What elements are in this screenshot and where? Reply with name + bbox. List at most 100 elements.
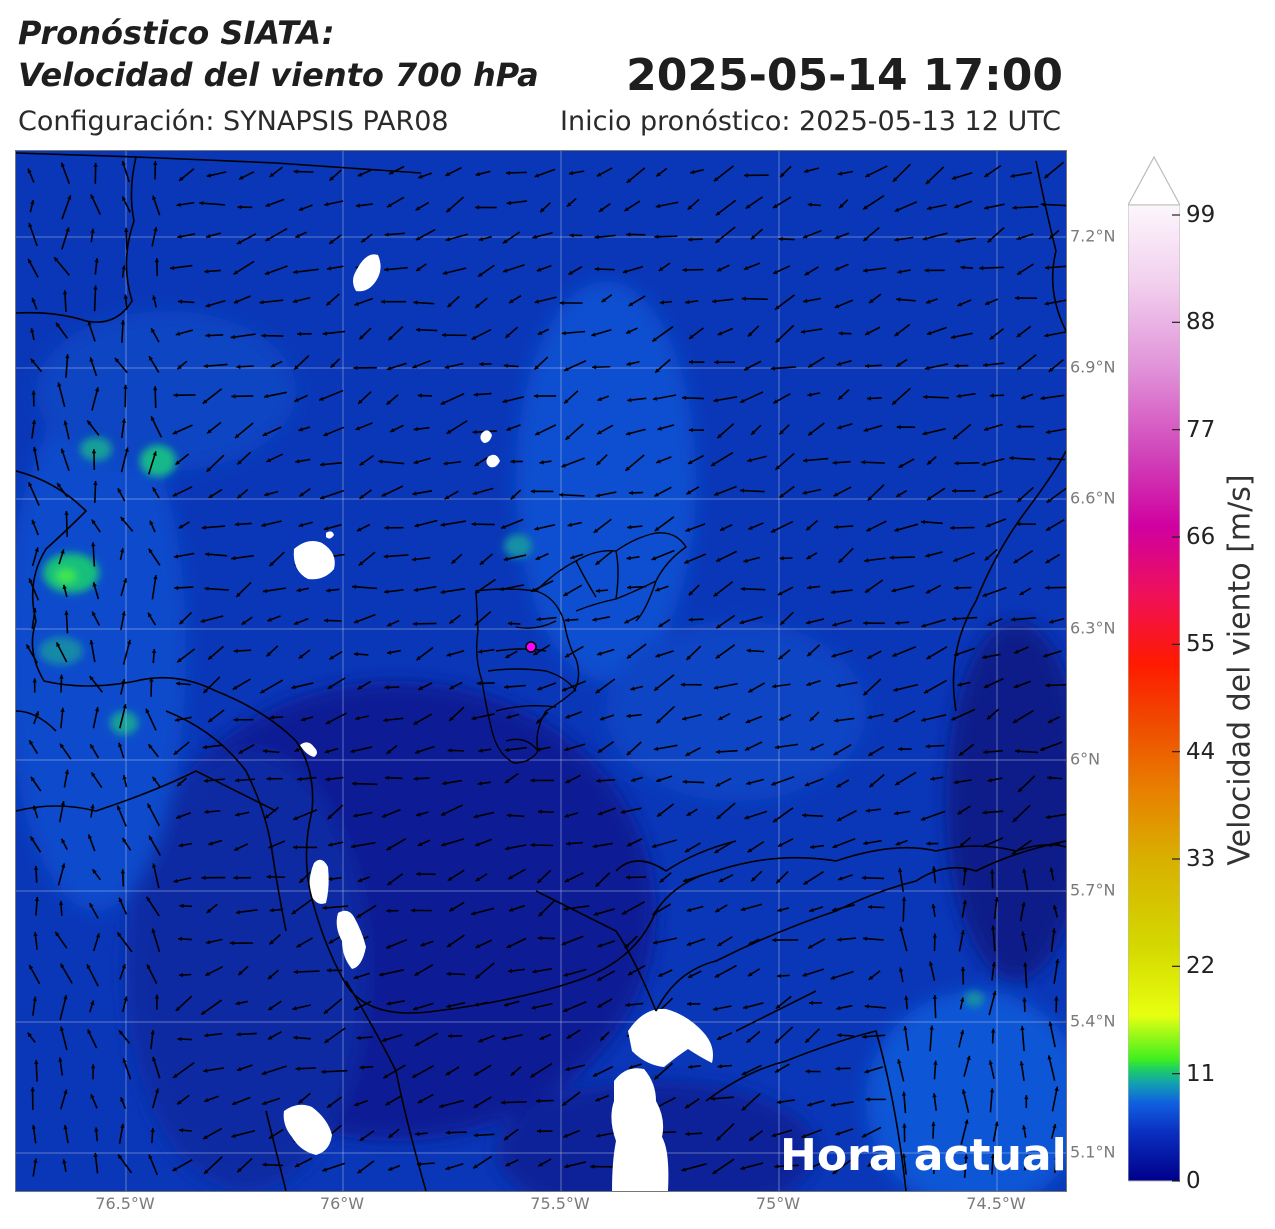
colorbar-extend-arrow (1128, 155, 1180, 206)
wind-arrow (31, 297, 38, 310)
wind-arrow (385, 1095, 402, 1106)
wind-arrow (1016, 325, 1032, 338)
wind-arrow (659, 872, 672, 884)
wind-arrow (986, 227, 1005, 243)
wind-arrow (837, 937, 856, 942)
wind-arrow (360, 233, 373, 243)
wind-arrow (472, 487, 494, 496)
wind-arrow (385, 938, 408, 949)
wind-arrow (621, 901, 645, 915)
wind-arrow (901, 1153, 908, 1175)
wind-arrow (420, 940, 434, 947)
wind-arrow (91, 611, 101, 626)
wind-arrow (802, 813, 824, 818)
wind-arrow (1039, 741, 1063, 752)
wind-arrow (624, 454, 645, 472)
wind-arrow (384, 525, 404, 531)
wind-arrow (172, 1159, 193, 1172)
wind-arrow (714, 904, 728, 913)
wind-arrow (744, 810, 768, 820)
wind-arrow (925, 744, 945, 749)
wind-arrow (507, 868, 526, 880)
wind-arrow (595, 678, 616, 694)
wind-arrow (961, 899, 967, 918)
wind-arrow (688, 584, 700, 596)
wind-arrow (982, 653, 1001, 660)
wind-arrow (264, 265, 288, 275)
administrative-boundaries (16, 152, 1066, 1191)
wind-arrow (384, 685, 400, 690)
wind-arrow (991, 925, 996, 952)
wind-arrow (922, 428, 946, 436)
wind-arrow (28, 222, 38, 247)
wind-arrow (658, 262, 671, 272)
wind-arrow (501, 1100, 527, 1105)
wind-arrow (266, 776, 283, 781)
wind-arrow (415, 646, 434, 661)
wind-arrow (145, 708, 157, 731)
current-time-badge: Hora actual (780, 1130, 1067, 1181)
wind-arrow (802, 488, 822, 495)
wind-arrow (327, 677, 346, 690)
wind-arrow (592, 615, 611, 622)
wind-arrow (470, 907, 495, 916)
wind-arrow (93, 480, 98, 503)
wind-arrow (204, 269, 221, 274)
wind-arrow (442, 779, 462, 786)
wind-arrow (984, 298, 999, 306)
wind-arrow (991, 962, 996, 981)
wind-arrow (717, 327, 734, 336)
wind-arrow (90, 1064, 96, 1080)
wind-arrow (298, 521, 313, 528)
wind-arrow (123, 384, 128, 408)
wind-arrow (173, 741, 190, 756)
wind-arrow (958, 743, 975, 757)
wind-arrow (862, 194, 885, 211)
wind-arrow (291, 682, 314, 690)
wind-arrow (592, 1065, 614, 1078)
wind-arrow (330, 358, 341, 369)
wind-arrow (326, 1096, 343, 1109)
wind-arrow (178, 168, 195, 182)
wind-arrow (176, 201, 195, 207)
wind-arrow (1042, 650, 1062, 658)
wind-arrow (93, 1152, 99, 1174)
wind-arrow (743, 360, 762, 371)
wind-arrow (1049, 867, 1055, 881)
wind-arrow (567, 521, 582, 527)
wind-arrow (923, 394, 949, 400)
wind-arrow (1019, 1061, 1025, 1081)
longitude-label: 76°W (319, 1194, 365, 1213)
wind-arrow (27, 168, 35, 183)
latitude-label: 5.7°N (1070, 880, 1116, 900)
wind-arrow (532, 967, 553, 974)
wind-arrow (717, 712, 731, 721)
wind-arrow (237, 204, 253, 210)
wind-arrow (892, 646, 917, 657)
wind-arrow (834, 717, 855, 723)
wind-arrow (175, 811, 191, 819)
wind-arrow (359, 489, 372, 500)
wind-arrow (154, 994, 160, 1010)
wind-arrow (439, 1099, 464, 1108)
wind-arrow (27, 1032, 36, 1043)
wind-arrow (120, 418, 127, 439)
colorbar-tick-label: 44 (1186, 738, 1216, 765)
wind-arrow (231, 394, 254, 399)
wind-arrow (963, 1154, 969, 1178)
wind-arrow (270, 360, 283, 368)
wind-arrow (713, 580, 734, 598)
wind-arrow (1011, 839, 1033, 855)
wind-arrow (837, 389, 850, 401)
wind-arrow (1016, 486, 1034, 503)
wind-arrow (477, 781, 491, 786)
wind-arrow (809, 844, 825, 850)
wind-arrow (207, 645, 224, 661)
wind-arrow (505, 1159, 519, 1167)
wind-arrow (178, 972, 192, 978)
wind-arrow (58, 900, 64, 916)
wind-arrow (715, 614, 736, 629)
wind-arrow (868, 904, 885, 910)
wind-arrow (713, 396, 738, 403)
wind-arrow (148, 548, 161, 566)
